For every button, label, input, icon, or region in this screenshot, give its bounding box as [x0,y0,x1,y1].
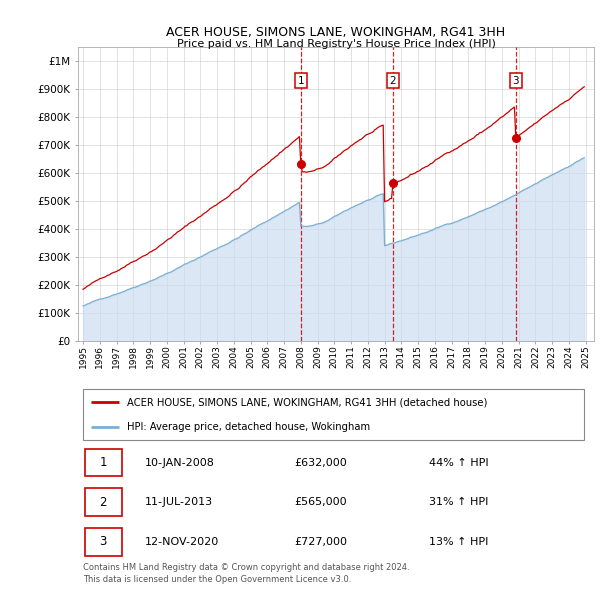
Text: 1: 1 [100,456,107,469]
Text: HPI: Average price, detached house, Wokingham: HPI: Average price, detached house, Woki… [127,422,370,432]
Text: 10-JAN-2008: 10-JAN-2008 [145,458,215,468]
FancyBboxPatch shape [83,389,584,440]
Text: ACER HOUSE, SIMONS LANE, WOKINGHAM, RG41 3HH: ACER HOUSE, SIMONS LANE, WOKINGHAM, RG41… [166,26,506,39]
Text: ACER HOUSE, SIMONS LANE, WOKINGHAM, RG41 3HH (detached house): ACER HOUSE, SIMONS LANE, WOKINGHAM, RG41… [127,397,487,407]
Text: 13% ↑ HPI: 13% ↑ HPI [429,537,488,547]
Text: 44% ↑ HPI: 44% ↑ HPI [429,458,488,468]
Text: 3: 3 [512,76,519,86]
Text: 2: 2 [389,76,396,86]
FancyBboxPatch shape [85,528,122,556]
Text: 2: 2 [100,496,107,509]
Text: 12-NOV-2020: 12-NOV-2020 [145,537,220,547]
Text: 1: 1 [298,76,304,86]
Text: Contains HM Land Registry data © Crown copyright and database right 2024.: Contains HM Land Registry data © Crown c… [83,563,410,572]
Text: This data is licensed under the Open Government Licence v3.0.: This data is licensed under the Open Gov… [83,575,352,584]
Text: £727,000: £727,000 [295,537,348,547]
FancyBboxPatch shape [85,489,122,516]
Text: Price paid vs. HM Land Registry's House Price Index (HPI): Price paid vs. HM Land Registry's House … [176,40,496,49]
FancyBboxPatch shape [85,449,122,477]
Text: £632,000: £632,000 [295,458,347,468]
Text: 3: 3 [100,535,107,548]
Text: 11-JUL-2013: 11-JUL-2013 [145,497,213,507]
Text: £565,000: £565,000 [295,497,347,507]
Text: 31% ↑ HPI: 31% ↑ HPI [429,497,488,507]
